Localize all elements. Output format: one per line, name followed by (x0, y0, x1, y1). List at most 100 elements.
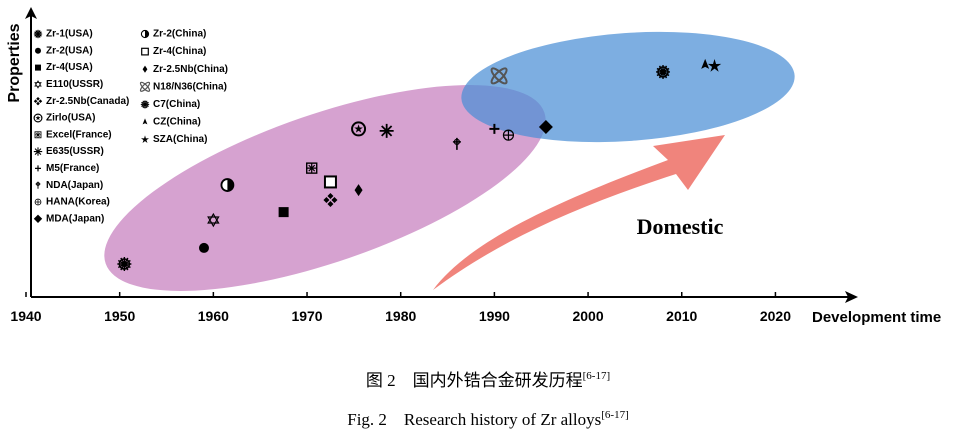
legend-marker (33, 113, 43, 123)
trend-arrow (433, 135, 725, 290)
x-tick-label: 1980 (385, 308, 416, 324)
m (323, 175, 337, 189)
m (489, 123, 500, 134)
m (227, 179, 234, 192)
m (36, 101, 40, 106)
x-tick-label: 1940 (10, 308, 41, 324)
m (35, 64, 41, 71)
m (35, 115, 41, 121)
x-tick-label: 1990 (479, 308, 510, 324)
m (142, 118, 148, 125)
m (327, 200, 334, 207)
m (140, 100, 150, 109)
caption-cn-ref: [6-17] (583, 370, 611, 382)
legend-marker (141, 47, 149, 56)
point (489, 123, 500, 134)
m (145, 30, 149, 38)
x-tick-label: 1950 (104, 308, 135, 324)
m (33, 29, 43, 39)
m (33, 214, 43, 223)
m (34, 80, 42, 89)
m (35, 131, 41, 138)
m (207, 212, 220, 228)
point (207, 212, 220, 228)
legend-label: C7(China) (153, 99, 200, 110)
m (36, 97, 40, 101)
legend-marker (33, 147, 43, 156)
caption-en-text: Fig. 2 Research history of Zr alloys (347, 410, 601, 429)
caption-en: Fig. 2 Research history of Zr alloys[6-1… (347, 409, 629, 429)
point (701, 58, 710, 69)
m (503, 130, 514, 141)
m (656, 64, 671, 79)
caption-cn-text: 图 2 国内外锆合金研发历程 (366, 371, 583, 390)
point (707, 59, 722, 72)
legend-label: Zr-1(USA) (46, 29, 93, 40)
x-tick-label: 1970 (291, 308, 322, 324)
legend-marker (33, 97, 43, 106)
point (220, 178, 235, 192)
y-axis-label: Properties (6, 23, 23, 102)
point (323, 192, 338, 207)
m (35, 165, 41, 172)
legend-label: Zr-2(China) (153, 29, 206, 40)
m (35, 199, 41, 205)
legend-label: HANA(Korea) (46, 197, 110, 208)
m (701, 58, 710, 69)
caption-cn: 图 2 国内外锆合金研发历程[6-17] (366, 370, 610, 390)
legend-label: Zr-4(China) (153, 46, 206, 57)
point (306, 162, 318, 174)
m (490, 67, 508, 85)
m (141, 135, 149, 143)
legend-label: SZA(China) (153, 134, 207, 145)
x-tick-label: 1960 (198, 308, 229, 324)
point (656, 64, 671, 79)
m (278, 207, 289, 218)
point (502, 129, 515, 141)
legend-marker (35, 64, 41, 71)
legend-label: Zirlo(USA) (46, 113, 95, 124)
legend-marker (142, 118, 148, 125)
legend-label: N18/N36(China) (153, 81, 227, 92)
legend-marker (142, 65, 148, 73)
m (379, 123, 394, 138)
m (36, 182, 40, 186)
legend-label: M5(France) (46, 163, 99, 174)
legend-marker (33, 29, 43, 39)
x-axis-label: Development time (812, 309, 941, 326)
m (33, 99, 38, 103)
x-tick-label: 2010 (666, 308, 697, 324)
m (306, 163, 317, 174)
m (139, 81, 151, 92)
m (33, 113, 43, 123)
legend-marker (139, 81, 151, 92)
point (278, 207, 289, 218)
x-tick-label: 2000 (572, 308, 603, 324)
legend-marker (35, 165, 41, 172)
point (351, 121, 367, 137)
m (327, 192, 334, 199)
m (38, 99, 43, 103)
m (490, 67, 508, 85)
x-tick-label: 2020 (760, 308, 791, 324)
legend-marker (34, 80, 42, 89)
legend-marker (141, 135, 149, 143)
legend-label: Zr-2.5Nb(Canada) (46, 96, 129, 107)
point (198, 242, 209, 253)
legend-label: Zr-2(USA) (46, 45, 93, 56)
legend-marker (35, 181, 41, 189)
x-arrow (845, 291, 858, 303)
domestic-region (461, 31, 795, 143)
legend-marker (35, 47, 41, 54)
m (35, 47, 41, 54)
m (33, 147, 43, 156)
legend-label: Zr-4(USA) (46, 62, 93, 73)
m (354, 124, 363, 133)
caption-en-ref: [6-17] (601, 409, 629, 421)
point (379, 123, 394, 138)
legend-marker (140, 100, 150, 109)
legend-marker (34, 131, 42, 139)
annotation: Domestic (637, 214, 724, 239)
